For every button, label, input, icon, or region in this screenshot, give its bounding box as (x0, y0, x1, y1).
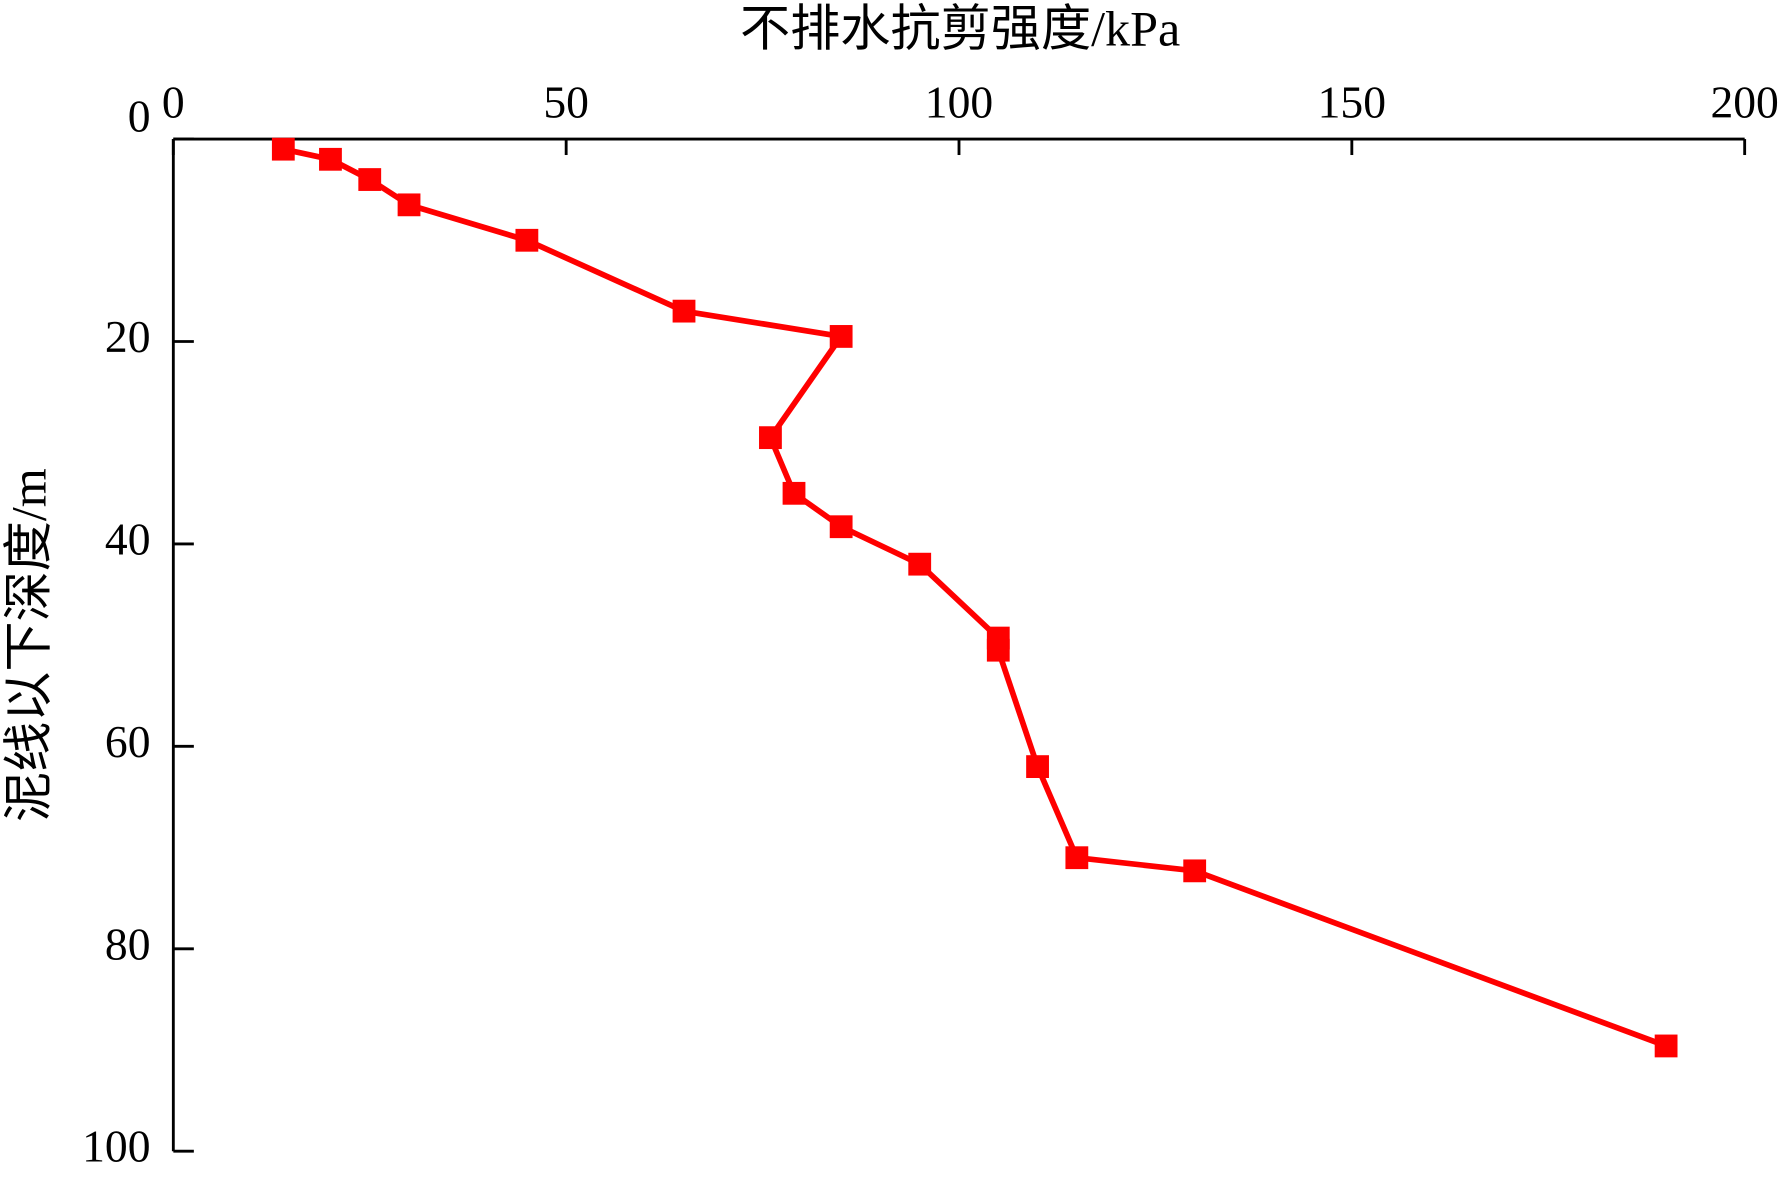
x-tick-label: 0 (162, 77, 185, 128)
y-axis-label: 泥线以下深度/m (1, 468, 57, 822)
marker (271, 137, 295, 161)
marker (319, 147, 342, 171)
marker (829, 515, 853, 539)
marker (908, 552, 932, 576)
marker (358, 168, 382, 191)
y-tick-label: 0 (128, 90, 151, 141)
marker (397, 193, 421, 217)
y-tick-label: 20 (105, 311, 151, 362)
marker (1065, 846, 1089, 870)
marker (515, 228, 539, 252)
x-axis-label: 不排水抗剪强度/kPa (740, 1, 1180, 57)
x-tick-label: 100 (925, 77, 993, 128)
x-tick-label: 150 (1318, 77, 1386, 128)
y-tick-label: 100 (82, 1121, 150, 1172)
marker (1026, 755, 1049, 778)
marker (672, 299, 696, 323)
marker (759, 426, 782, 450)
x-tick-label: 50 (543, 77, 589, 128)
y-tick-label: 60 (105, 716, 151, 767)
marker (1183, 859, 1207, 883)
marker (782, 481, 806, 505)
marker (829, 325, 853, 348)
y-tick-label: 40 (105, 513, 151, 564)
marker (986, 638, 1010, 662)
x-tick-label: 200 (1710, 77, 1778, 128)
data-line (282, 146, 1668, 1049)
y-tick-label: 80 (105, 918, 151, 969)
marker (1654, 1034, 1678, 1058)
